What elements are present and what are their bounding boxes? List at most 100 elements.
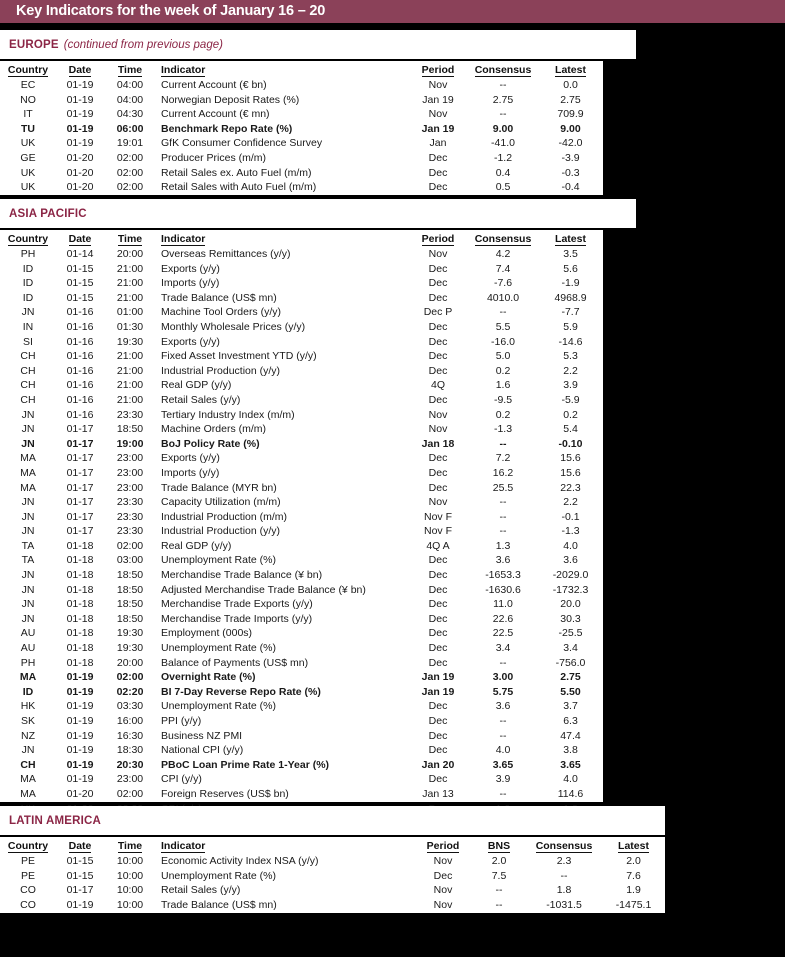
cell-time: 19:30 (116, 335, 144, 348)
cell-country: PE (20, 855, 35, 867)
col-header-date[interactable]: Date (68, 233, 92, 246)
col-header-time[interactable]: Time (117, 840, 143, 853)
cell-latest: -756.0 (555, 656, 586, 669)
col-header-indicator[interactable]: Indicator (161, 233, 206, 246)
cell-period: Jan (429, 137, 447, 150)
cell-latest: -5.9 (561, 393, 580, 406)
cell-period: Dec (433, 869, 453, 882)
col-header-latest[interactable]: Latest (555, 64, 586, 77)
cell-time: 10:00 (116, 898, 144, 911)
cell-date: 01-19 (66, 715, 94, 727)
cell-consensus: -41.0 (491, 137, 515, 150)
cell-period: Dec (428, 291, 448, 304)
cell-date: 01-15 (66, 262, 94, 275)
cell-time: 21:00 (116, 262, 144, 275)
cell-date: 01-16 (66, 379, 94, 392)
cell-country: MA (19, 671, 37, 684)
cell-indicator: Exports (y/y) (161, 335, 220, 348)
cell-consensus: 16.2 (492, 466, 514, 479)
table-row: JN 01-18 18:50 Adjusted Merchandise Trade B… (0, 583, 603, 598)
cell-consensus: 5.0 (495, 350, 511, 363)
col-header-date[interactable]: Date (68, 64, 92, 77)
indicator-table-asia-pacific: Country Date Time Indicator Period Conse… (0, 233, 603, 816)
col-header-time[interactable]: Time (117, 233, 143, 246)
cell-latest: 2.0 (626, 855, 641, 867)
col-header-consensus[interactable]: Consensus (474, 64, 532, 77)
cell-latest: 5.6 (563, 262, 578, 275)
cell-period: Nov (428, 496, 448, 509)
cell-period: Dec (428, 700, 448, 713)
indicator-table-latin-america: Country Date Time Indicator Period BNS C… (0, 840, 665, 912)
col-header-date[interactable]: Date (68, 840, 92, 853)
col-header-consensus[interactable]: Consensus (535, 840, 593, 853)
col-header-bns[interactable]: BNS (487, 840, 511, 853)
cell-consensus: 4.2 (495, 248, 511, 260)
cell-consensus: 5.5 (495, 320, 511, 333)
cell-period: Jan 18 (421, 437, 455, 450)
cell-consensus: 7.4 (495, 262, 511, 275)
col-header-indicator[interactable]: Indicator (161, 64, 206, 77)
col-header-country[interactable]: Country (7, 840, 49, 853)
cell-time: 18:50 (116, 598, 144, 611)
cell-time: 20:30 (116, 758, 144, 771)
cell-consensus: -- (499, 79, 507, 91)
cell-indicator: Unemployment Rate (%) (161, 700, 276, 713)
col-header-country[interactable]: Country (7, 64, 49, 77)
cell-date: 01-19 (66, 137, 94, 150)
cell-country: PH (20, 248, 36, 260)
cell-date: 01-20 (66, 787, 94, 800)
cell-consensus: -16.0 (491, 335, 515, 348)
cell-consensus: 4010.0 (486, 291, 520, 304)
cell-latest: 9.00 (560, 122, 581, 135)
cell-period: Jan 20 (421, 758, 455, 771)
cell-time: 21:00 (116, 291, 144, 304)
cell-latest: -7.7 (561, 306, 580, 319)
cell-consensus: 3.9 (495, 773, 511, 786)
cell-country: JN (21, 408, 35, 421)
cell-date: 01-16 (66, 335, 94, 348)
col-header-time[interactable]: Time (117, 64, 143, 77)
col-header-latest[interactable]: Latest (555, 233, 586, 246)
cell-date: 01-14 (66, 248, 94, 260)
cell-period: Dec (428, 744, 448, 757)
cell-period: Dec (428, 569, 448, 582)
cell-bns: -- (495, 898, 503, 911)
cell-country: JN (21, 510, 35, 523)
table-row: MA 01-17 23:00 Trade Balance (MYR bn) Dec 25.… (0, 481, 603, 496)
cell-country: GE (20, 151, 36, 164)
cell-period: Dec (428, 277, 448, 290)
cell-time: 18:50 (116, 569, 144, 582)
cell-consensus: 4.0 (495, 744, 511, 757)
cell-period: Dec (428, 320, 448, 333)
page-title: Key Indicators for the week of January 1… (16, 3, 326, 19)
cell-indicator: PBoC Loan Prime Rate 1-Year (%) (161, 758, 330, 771)
col-header-period[interactable]: Period (421, 64, 455, 77)
cell-latest: 3.8 (563, 744, 578, 757)
indicator-table-europe: Country Date Time Indicator Period Conse… (0, 64, 603, 195)
cell-indicator: Producer Prices (m/m) (161, 151, 267, 164)
col-header-period[interactable]: Period (426, 840, 460, 853)
col-header-country[interactable]: Country (7, 233, 49, 246)
cell-latest: 20.0 (560, 598, 581, 611)
col-header-latest[interactable]: Latest (618, 840, 649, 853)
section-title-europe: EUROPE (9, 38, 59, 51)
cell-indicator: Current Account (€ mn) (161, 108, 270, 121)
cell-country: PE (20, 869, 35, 882)
cell-consensus: -1031.5 (546, 898, 582, 911)
cell-date: 01-18 (66, 598, 94, 611)
cell-time: 23:00 (116, 466, 144, 479)
cell-indicator: Business NZ PMI (161, 729, 243, 742)
cell-date: 01-17 (66, 884, 94, 897)
cell-indicator: Unemployment Rate (%) (161, 869, 276, 882)
col-header-consensus[interactable]: Consensus (474, 233, 532, 246)
cell-latest: 3.6 (563, 554, 578, 567)
col-header-indicator[interactable]: Indicator (161, 840, 206, 853)
col-header-period[interactable]: Period (421, 233, 455, 246)
cell-consensus: 3.65 (492, 758, 514, 771)
cell-date: 01-15 (66, 277, 94, 290)
cell-period: Dec (428, 612, 448, 625)
table-row: CH 01-16 21:00 Retail Sales (y/y) Dec -9.5 -5.… (0, 393, 603, 408)
cell-time: 03:30 (116, 700, 144, 713)
table-row: CH 01-19 20:30 PBoC Loan Prime Rate 1-Year … (0, 758, 603, 773)
cell-period: Dec (428, 393, 448, 406)
